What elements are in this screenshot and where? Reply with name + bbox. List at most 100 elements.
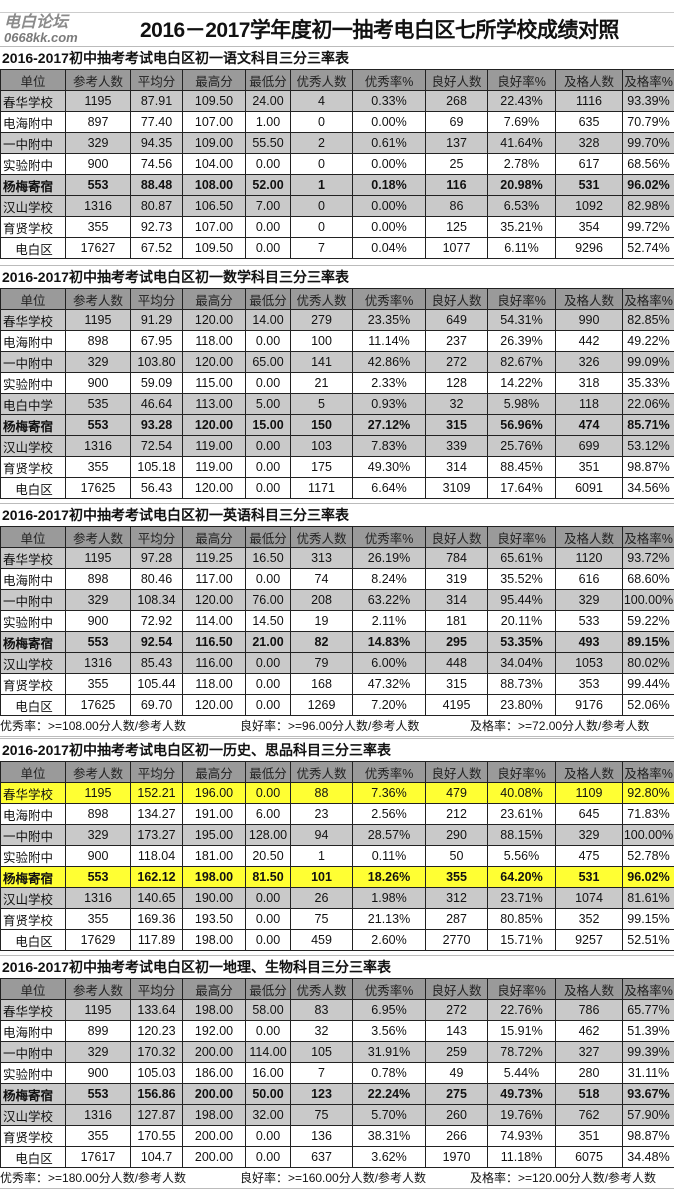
cell-excellent-rate: 0.18%	[352, 174, 426, 196]
cell-pass-rate: 93.39%	[622, 90, 674, 112]
cell-good-rate: 40.08%	[487, 782, 556, 804]
cell-excellent-count: 101	[290, 866, 353, 888]
cell-participants: 900	[65, 845, 131, 867]
cell-good-rate: 19.76%	[487, 1104, 556, 1126]
cell-good-count: 181	[425, 610, 488, 632]
table-row: 一中附中 329 173.27 195.00 128.00 94 28.57% 290 88.1…	[0, 824, 674, 846]
cell-max: 120.00	[182, 309, 246, 331]
cell-pass-count: 475	[555, 845, 623, 867]
cell-min: 0.00	[245, 237, 291, 259]
cell-unit: 电白区	[0, 694, 66, 716]
table-row: 电海附中 898 80.46 117.00 0.00 74 8.24% 319 35.52% 61…	[0, 568, 674, 590]
cell-participants: 553	[65, 1083, 131, 1105]
cell-max: 190.00	[182, 887, 246, 909]
cell-pass-rate: 53.12%	[622, 435, 674, 457]
cell-max: 200.00	[182, 1041, 246, 1063]
cell-min: 0.00	[245, 1146, 291, 1168]
cell-pass-count: 493	[555, 631, 623, 653]
cell-good-rate: 56.96%	[487, 414, 556, 436]
score-table: 单位 参考人数 平均分 最高分 最低分 优秀人数 优秀率% 良好人数 良好率% 及格人数 及格率% 春…	[0, 761, 674, 951]
column-header-unit: 单位	[0, 761, 66, 783]
section-title: 2016-2017初中抽考考试电白区初一英语科目三分三率表	[0, 503, 674, 526]
cell-min: 0.00	[245, 673, 291, 695]
cell-unit: 实验附中	[0, 153, 66, 175]
header-row: 单位 参考人数 平均分 最高分 最低分 优秀人数 优秀率% 良好人数 良好率% 及格人数 及格率%	[0, 526, 674, 548]
page-title: 2016－2017学年度初一抽考电白区七所学校成绩对照	[140, 19, 619, 42]
cell-good-rate: 5.44%	[487, 1062, 556, 1084]
cell-excellent-count: 2	[290, 132, 353, 154]
cell-pass-count: 354	[555, 216, 623, 238]
cell-good-count: 125	[425, 216, 488, 238]
header-row: 单位 参考人数 平均分 最高分 最低分 优秀人数 优秀率% 良好人数 良好率% 及格人数 及格率%	[0, 69, 674, 91]
cell-participants: 329	[65, 824, 131, 846]
cell-excellent-count: 94	[290, 824, 353, 846]
cell-excellent-count: 1	[290, 174, 353, 196]
cell-min: 16.00	[245, 1062, 291, 1084]
cell-min: 14.50	[245, 610, 291, 632]
cell-min: 24.00	[245, 90, 291, 112]
cell-pass-rate: 98.87%	[622, 456, 674, 478]
column-header-average: 平均分	[130, 978, 183, 1000]
cell-pass-rate: 57.90%	[622, 1104, 674, 1126]
cell-good-rate: 15.71%	[487, 929, 556, 951]
cell-max: 195.00	[182, 824, 246, 846]
cell-min: 52.00	[245, 174, 291, 196]
cell-max: 200.00	[182, 1125, 246, 1147]
cell-participants: 17625	[65, 477, 131, 499]
table-row: 电白区 17625 56.43 120.00 0.00 1171 6.64% 3109 17.6…	[0, 477, 674, 499]
cell-good-count: 314	[425, 589, 488, 611]
cell-average: 120.23	[130, 1020, 183, 1042]
table-row: 电白区 17627 67.52 109.50 0.00 7 0.04% 1077 6.11% 92…	[0, 237, 674, 259]
cell-min: 0.00	[245, 1020, 291, 1042]
cell-good-rate: 23.61%	[487, 803, 556, 825]
table-row: 汉山学校 1316 127.87 198.00 32.00 75 5.70% 260 19.76…	[0, 1104, 674, 1126]
table-row: 电海附中 899 120.23 192.00 0.00 32 3.56% 143 15.91% 4…	[0, 1020, 674, 1042]
cell-max: 104.00	[182, 153, 246, 175]
cell-good-rate: 5.56%	[487, 845, 556, 867]
cell-unit: 杨梅寄宿	[0, 1083, 66, 1105]
cell-excellent-count: 100	[290, 330, 353, 352]
cell-excellent-rate: 1.98%	[352, 887, 426, 909]
cell-pass-count: 326	[555, 351, 623, 373]
cell-excellent-rate: 14.83%	[352, 631, 426, 653]
cell-good-count: 275	[425, 1083, 488, 1105]
cell-participants: 1195	[65, 90, 131, 112]
cell-pass-count: 9296	[555, 237, 623, 259]
cell-average: 118.04	[130, 845, 183, 867]
cell-average: 77.40	[130, 111, 183, 133]
cell-participants: 17617	[65, 1146, 131, 1168]
cell-excellent-rate: 6.00%	[352, 652, 426, 674]
table-row: 育贤学校 355 169.36 193.50 0.00 75 21.13% 287 80.85%…	[0, 908, 674, 930]
cell-excellent-count: 175	[290, 456, 353, 478]
cell-average: 134.27	[130, 803, 183, 825]
cell-pass-rate: 99.39%	[622, 1041, 674, 1063]
cell-good-rate: 20.11%	[487, 610, 556, 632]
section-title: 2016-2017初中抽考考试电白区初一语文科目三分三率表	[0, 46, 674, 69]
cell-unit: 汉山学校	[0, 435, 66, 457]
cell-excellent-rate: 6.64%	[352, 477, 426, 499]
cell-max: 106.50	[182, 195, 246, 217]
subject-section: 2016-2017初中抽考考试电白区初一语文科目三分三率表 单位 参考人数 平均分 最高…	[0, 46, 674, 259]
cell-good-rate: 6.11%	[487, 237, 556, 259]
cell-pass-rate: 49.22%	[622, 330, 674, 352]
cell-excellent-rate: 0.33%	[352, 90, 426, 112]
cell-excellent-rate: 23.35%	[352, 309, 426, 331]
column-header-excellent-rate: 优秀率%	[352, 288, 426, 310]
cell-min: 0.00	[245, 435, 291, 457]
cell-excellent-count: 1171	[290, 477, 353, 499]
cell-good-rate: 20.98%	[487, 174, 556, 196]
column-header-excellent-rate: 优秀率%	[352, 978, 426, 1000]
table-row: 实验附中 900 59.09 115.00 0.00 21 2.33% 128 14.22% 31…	[0, 372, 674, 394]
cell-good-count: 266	[425, 1125, 488, 1147]
cell-min: 58.00	[245, 999, 291, 1021]
section-title: 2016-2017初中抽考考试电白区初一地理、生物科目三分三率表	[0, 955, 674, 978]
column-header-pass-count: 及格人数	[555, 526, 623, 548]
cell-good-count: 259	[425, 1041, 488, 1063]
cell-excellent-rate: 38.31%	[352, 1125, 426, 1147]
cell-max: 198.00	[182, 999, 246, 1021]
cell-good-count: 268	[425, 90, 488, 112]
header-row: 单位 参考人数 平均分 最高分 最低分 优秀人数 优秀率% 良好人数 良好率% 及格人数 及格率%	[0, 288, 674, 310]
cell-participants: 1195	[65, 999, 131, 1021]
cell-pass-count: 616	[555, 568, 623, 590]
cell-excellent-count: 1	[290, 845, 353, 867]
